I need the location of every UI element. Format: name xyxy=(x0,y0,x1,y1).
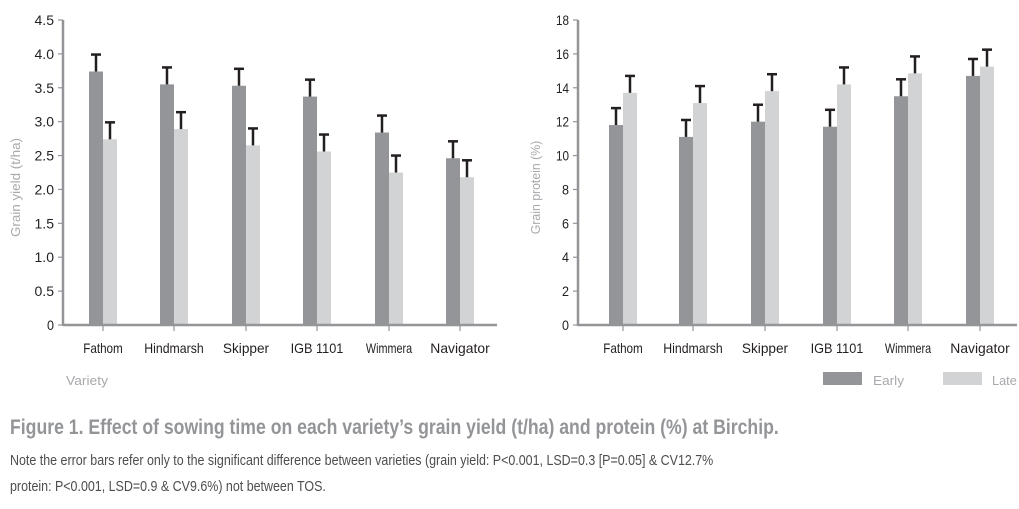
bar-late-igb-1101 xyxy=(317,151,331,325)
bar-late-navigator xyxy=(460,177,474,325)
bar-late-wimmera xyxy=(389,172,403,325)
bar-early-fathom xyxy=(89,71,103,325)
legend-label-late: Late xyxy=(992,373,1017,388)
bar-early-skipper xyxy=(232,85,246,325)
x-tick-label: Skipper xyxy=(223,340,270,356)
legend-swatch-late xyxy=(943,372,982,385)
bar-early-navigator xyxy=(446,158,460,325)
y-tick-label: 16 xyxy=(556,46,569,62)
y-tick-label: 8 xyxy=(562,181,569,197)
x-tick-label: Wimmera xyxy=(366,340,412,356)
y-tick-label: 3.5 xyxy=(35,80,55,96)
x-tick-label: IGB 1101 xyxy=(291,340,344,356)
x-tick-label: Wimmera xyxy=(885,340,931,356)
bar-early-navigator xyxy=(966,75,980,326)
bar-early-igb-1101 xyxy=(823,126,837,325)
y-tick-label: 2.0 xyxy=(35,181,55,197)
bar-late-skipper xyxy=(246,145,260,325)
bar-late-navigator xyxy=(980,66,994,325)
figure-note-line-1: Note the error bars refer only to the si… xyxy=(10,452,714,469)
y-tick-label: 12 xyxy=(556,114,569,130)
bar-early-wimmera xyxy=(375,132,389,325)
bar-late-igb-1101 xyxy=(837,84,851,325)
bar-late-fathom xyxy=(103,139,117,325)
x-tick-label: Navigator xyxy=(430,340,490,356)
y-tick-label: 18 xyxy=(556,12,569,28)
y-tick-label: 3.0 xyxy=(35,114,55,130)
x-tick-label: Navigator xyxy=(950,340,1010,356)
bar-late-hindmarsh xyxy=(174,129,188,325)
y-tick-label: 4.5 xyxy=(35,12,55,28)
x-tick-label: Fathom xyxy=(83,340,123,356)
x-tick-label: Skipper xyxy=(742,340,789,356)
bar-late-wimmera xyxy=(908,73,922,325)
x-axis-label: Variety xyxy=(66,373,109,388)
bar-late-skipper xyxy=(765,91,779,326)
legend-label-early: Early xyxy=(873,373,905,388)
y-tick-label: 0 xyxy=(47,317,54,333)
x-tick-label: IGB 1101 xyxy=(811,340,864,356)
y-tick-label: 0 xyxy=(562,317,569,333)
legend-swatch-early xyxy=(823,372,862,385)
y-tick-label: 10 xyxy=(556,148,569,164)
figure-caption-title: Figure 1. Effect of sowing time on each … xyxy=(10,416,779,439)
y-tick-label: 6 xyxy=(562,215,569,231)
y-axis-label: Grain protein (%) xyxy=(528,141,543,235)
y-tick-label: 1.0 xyxy=(35,249,55,265)
bar-late-hindmarsh xyxy=(693,103,707,326)
y-axis-label: Grain yield (t/ha) xyxy=(8,138,23,237)
y-tick-label: 0.5 xyxy=(35,283,55,299)
y-tick-label: 1.5 xyxy=(35,215,55,231)
bar-early-fathom xyxy=(609,125,623,325)
bar-early-hindmarsh xyxy=(679,136,693,325)
x-tick-label: Hindmarsh xyxy=(144,340,203,356)
x-tick-label: Hindmarsh xyxy=(663,340,722,356)
bar-early-wimmera xyxy=(894,96,908,325)
bar-early-skipper xyxy=(751,121,765,326)
x-tick-label: Fathom xyxy=(603,340,643,356)
bar-early-hindmarsh xyxy=(160,84,174,325)
y-tick-label: 2 xyxy=(562,283,569,299)
y-tick-label: 4 xyxy=(562,249,569,265)
bar-early-igb-1101 xyxy=(303,96,317,325)
figure-note-line-2: protein: P<0.001, LSD=0.9 & CV9.6%) not … xyxy=(10,478,326,495)
y-tick-label: 2.5 xyxy=(35,148,55,164)
figure: 0 0.5 1.0 1.5 2.0 2.5 3.0 3.5 4.0 4.5 Fathom Hindma… xyxy=(8,12,1017,388)
bar-late-fathom xyxy=(623,92,637,325)
y-tick-label: 14 xyxy=(556,80,569,96)
y-tick-label: 4.0 xyxy=(35,46,55,62)
